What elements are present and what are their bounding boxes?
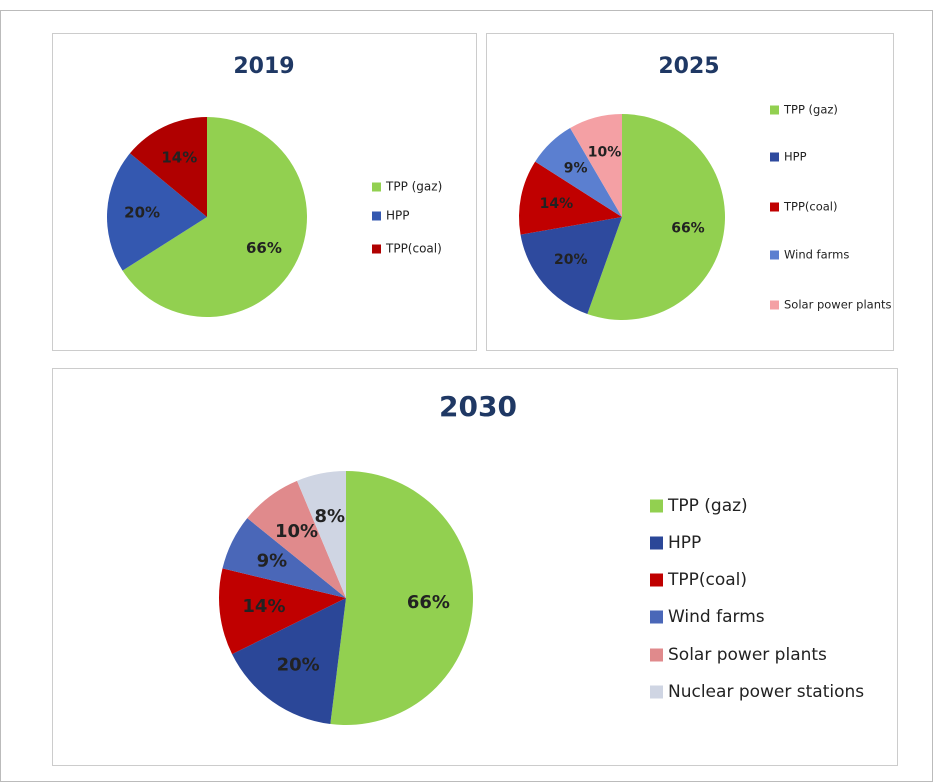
chart-title: 2030 [439, 390, 517, 423]
legend-swatch [650, 685, 663, 699]
data-label: 10% [275, 521, 318, 542]
data-label: 10% [588, 144, 622, 160]
pie-slice [520, 217, 622, 314]
legend-label: TPP(coal) [783, 200, 837, 214]
legend-swatch [372, 211, 381, 221]
legend-label: TPP(coal) [385, 242, 442, 256]
legend-swatch [770, 300, 779, 310]
data-label: 14% [161, 149, 197, 167]
data-label: 66% [407, 592, 450, 613]
legend-label: HPP [386, 209, 410, 223]
data-label: 8% [314, 506, 345, 527]
legend-swatch [650, 573, 663, 587]
pie-slice [519, 161, 622, 235]
legend-label: TPP (gaz) [385, 180, 442, 194]
legend-swatch [770, 250, 779, 260]
legend-label: Solar power plants [668, 645, 827, 665]
legend-label: TPP (gaz) [783, 103, 838, 117]
data-label: 9% [257, 551, 288, 572]
pie-slice [222, 518, 346, 598]
data-label: 9% [564, 161, 588, 177]
data-label: 20% [554, 252, 588, 268]
legend-label: HPP [668, 533, 701, 553]
pie-slice [122, 117, 308, 318]
data-label: 66% [246, 239, 282, 257]
chart-title: 2025 [658, 54, 719, 79]
chart-title: 2019 [233, 54, 294, 79]
legend-swatch [650, 648, 663, 662]
legend-swatch [650, 610, 663, 624]
legend-swatch [770, 152, 779, 162]
legend-label: Wind farms [668, 607, 765, 627]
legend-swatch [650, 536, 663, 550]
data-label: 66% [671, 220, 705, 236]
legend-label: Wind farms [784, 248, 849, 262]
legend-swatch [650, 499, 663, 513]
legend-label: Solar power plants [784, 298, 892, 312]
legend-label: TPP(coal) [667, 570, 747, 590]
legend-label: TPP (gaz) [667, 496, 748, 516]
pie-slice [330, 471, 473, 725]
legend-swatch [770, 105, 779, 115]
legend-label: HPP [784, 150, 807, 164]
pie-slice [570, 114, 622, 217]
legend-label: Nuclear power stations [668, 682, 864, 702]
pie-slice [535, 128, 622, 217]
legend-swatch [372, 244, 381, 254]
data-label: 14% [540, 196, 574, 212]
frame [0, 10, 933, 782]
data-label: 20% [124, 203, 160, 221]
legend-swatch [770, 202, 779, 212]
data-label: 14% [242, 596, 285, 617]
pie-slice [129, 117, 207, 217]
panel [52, 368, 898, 766]
pie-slice [247, 480, 346, 598]
pie-slice [106, 153, 207, 271]
pie-slice [587, 114, 725, 320]
legend-swatch [372, 182, 381, 192]
pie-slice [232, 598, 346, 725]
pie-slice [219, 568, 346, 655]
data-label: 20% [277, 654, 320, 675]
pie-slice [297, 471, 346, 598]
